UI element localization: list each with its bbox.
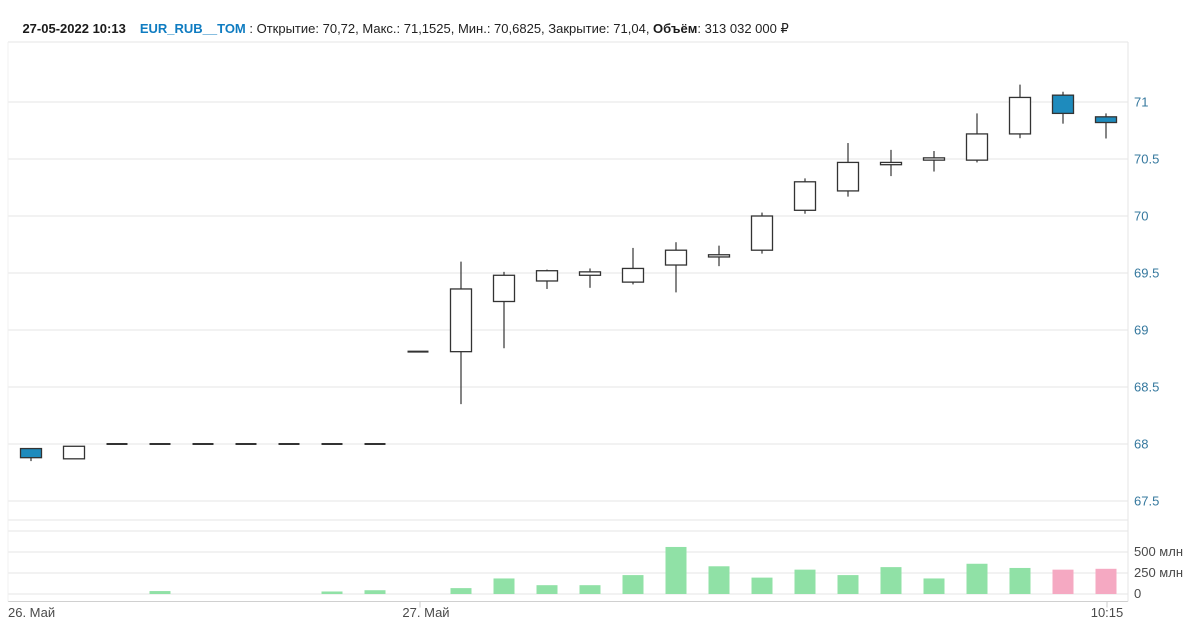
price-axis-label: 68.5 bbox=[1134, 380, 1159, 395]
price-axis-label: 70.5 bbox=[1134, 152, 1159, 167]
price-axis-label: 67.5 bbox=[1134, 494, 1159, 509]
volume-bar bbox=[794, 569, 816, 594]
volume-bar bbox=[493, 578, 515, 594]
x-axis-label: 10:15 bbox=[1091, 605, 1124, 620]
volume-bar bbox=[837, 575, 859, 594]
volume-bar bbox=[149, 591, 171, 594]
price-axis-label: 69 bbox=[1134, 323, 1148, 338]
candle-body bbox=[492, 274, 516, 303]
price-axis-label: 71 bbox=[1134, 95, 1148, 110]
candle-body bbox=[922, 157, 946, 161]
volume-bar bbox=[966, 563, 988, 594]
candle-body bbox=[62, 445, 86, 460]
candle-body bbox=[836, 161, 860, 192]
price-axis-label: 69.5 bbox=[1134, 266, 1159, 281]
price-axis-label: 70 bbox=[1134, 209, 1148, 224]
candle-body bbox=[1094, 116, 1118, 124]
volume-axis-label: 250 млн bbox=[1134, 565, 1183, 580]
candle-body bbox=[19, 447, 43, 459]
volume-bar bbox=[364, 590, 386, 594]
header-separator: : bbox=[245, 21, 257, 36]
candle-body bbox=[1051, 94, 1075, 115]
candle-body bbox=[449, 288, 473, 353]
ticker-symbol[interactable]: EUR_RUB__TOM bbox=[139, 21, 246, 36]
candle-body bbox=[621, 267, 645, 283]
candle-body bbox=[664, 249, 688, 266]
candle-body bbox=[879, 161, 903, 166]
candle-body bbox=[965, 133, 989, 161]
header-datetime: 27-05-2022 10:13 bbox=[22, 21, 126, 36]
volume-axis-label: 500 млн bbox=[1134, 544, 1183, 559]
volume-bar bbox=[880, 567, 902, 594]
volume-bar bbox=[1052, 569, 1074, 594]
candle-body bbox=[750, 215, 774, 251]
chart-header: 27-05-2022 10:13 EUR_RUB__TOM : Открытие:… bbox=[8, 6, 789, 52]
volume-bar bbox=[622, 575, 644, 594]
candle-body bbox=[1008, 96, 1032, 135]
volume-bar bbox=[1009, 567, 1031, 594]
candle-body bbox=[707, 254, 731, 258]
volume-bar bbox=[708, 566, 730, 594]
header-volume-value: : 313 032 000 ₽ bbox=[697, 21, 789, 36]
header-volume-label: Объём bbox=[653, 21, 698, 36]
volume-bar bbox=[536, 585, 558, 594]
volume-bar bbox=[751, 577, 773, 594]
price-axis-label: 68 bbox=[1134, 437, 1148, 452]
volume-bar bbox=[665, 546, 687, 594]
candle-body bbox=[535, 270, 559, 282]
volume-bar bbox=[450, 588, 472, 594]
x-axis-label: 26. Май bbox=[8, 605, 55, 620]
candle-body bbox=[578, 271, 602, 276]
candle-body bbox=[793, 181, 817, 211]
volume-axis-label: 0 bbox=[1134, 586, 1141, 601]
volume-bar bbox=[579, 585, 601, 594]
header-ohlc-values: Открытие: 70,72, Макс.: 71,1525, Мин.: 7… bbox=[256, 21, 654, 36]
volume-bar bbox=[1095, 568, 1117, 594]
volume-bar bbox=[321, 591, 343, 594]
volume-bar bbox=[923, 578, 945, 594]
x-axis-label: 27. Май bbox=[402, 605, 449, 620]
